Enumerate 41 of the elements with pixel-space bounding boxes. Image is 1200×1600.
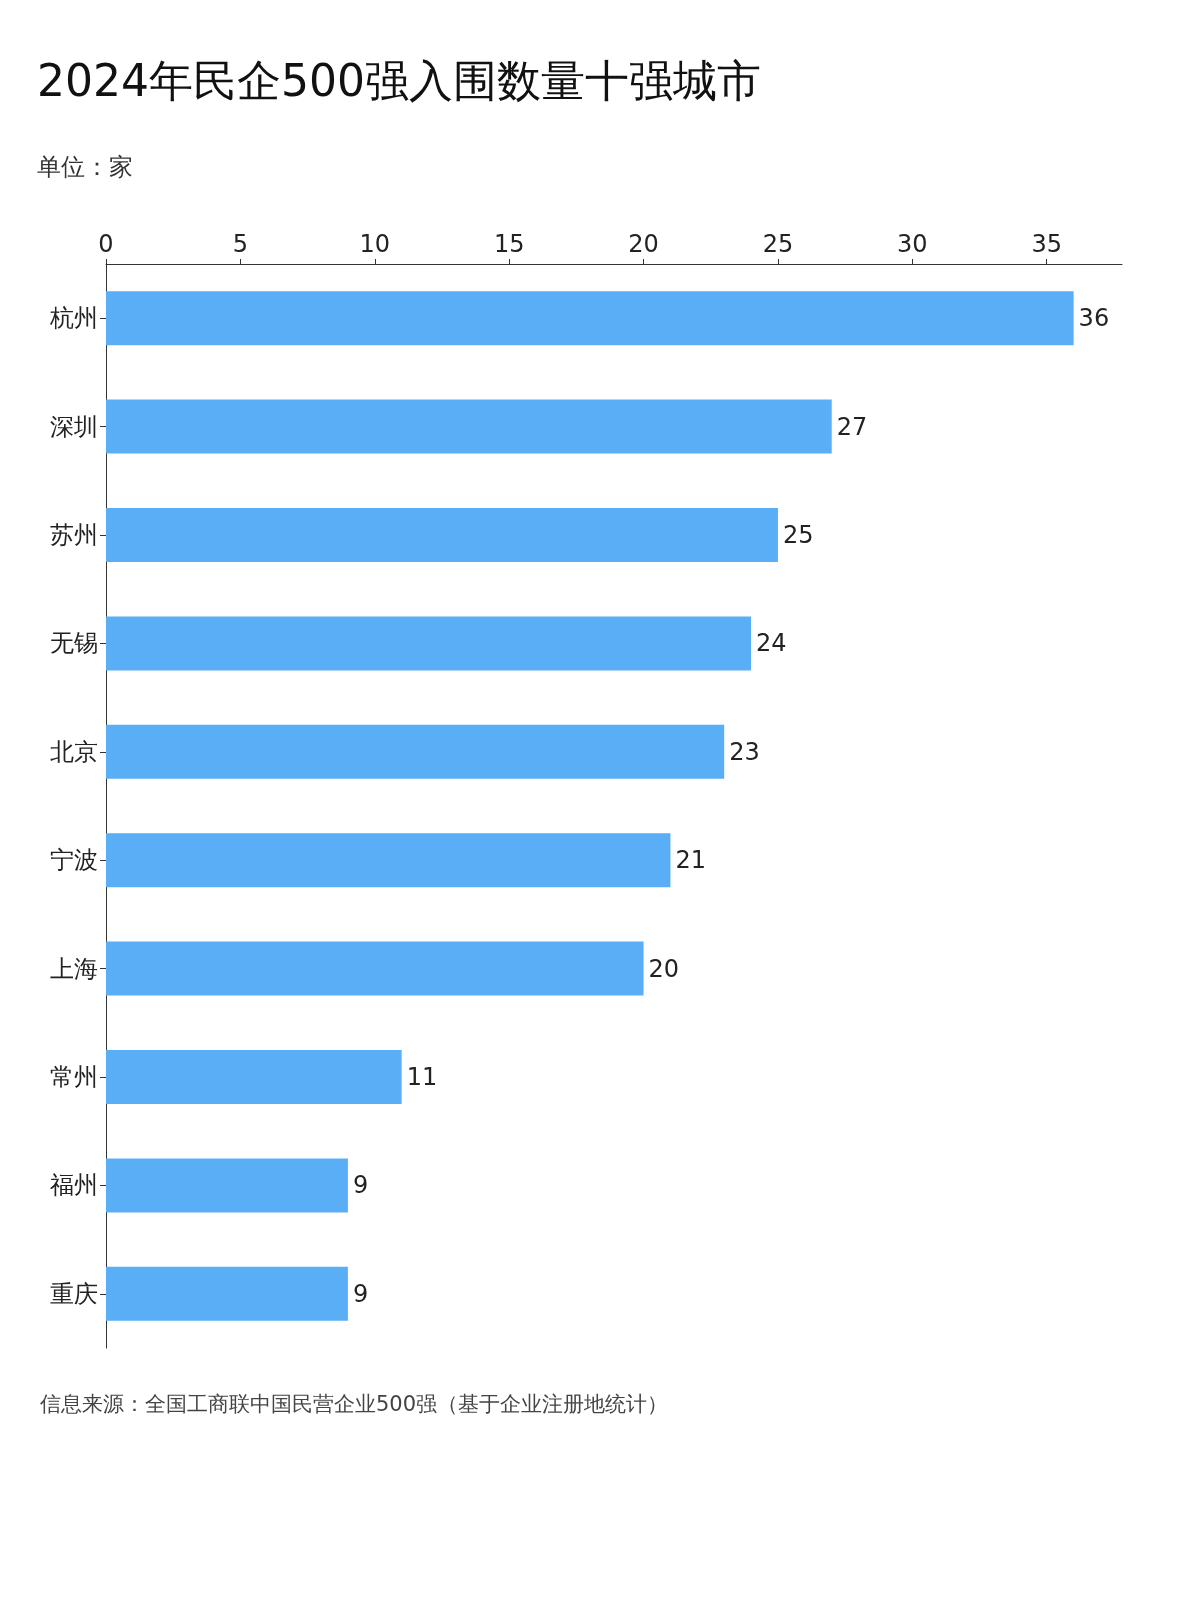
bar [106, 724, 725, 779]
x-tick-label: 0 [98, 230, 114, 258]
x-tick-label: 25 [762, 230, 794, 258]
y-tick-label: 常州 [50, 1063, 98, 1091]
data-label: 24 [756, 629, 787, 658]
y-tick-label: 北京 [50, 737, 98, 766]
x-tick-label: 35 [1031, 230, 1063, 258]
chart-subtitle: 单位：家 [37, 153, 133, 181]
data-label: 25 [782, 521, 814, 549]
y-tick-label: 苏州 [50, 521, 98, 549]
x-tick-label: 30 [897, 230, 928, 258]
data-label: 27 [836, 412, 868, 441]
y-tick-label: 无锡 [50, 629, 98, 658]
y-tick-label: 福州 [50, 1171, 98, 1200]
bar [106, 399, 832, 454]
chart-title: 2024年民企500强入围数量十强城市 [37, 54, 761, 106]
data-label: 36 [1078, 304, 1110, 333]
y-tick-label: 重庆 [50, 1279, 98, 1308]
data-label: 9 [352, 1279, 369, 1308]
bar [106, 291, 1074, 346]
x-tick-label: 20 [628, 230, 659, 258]
bar [106, 1266, 348, 1321]
x-tick-label: 15 [493, 230, 525, 258]
text: 信息来源：全国工商联中国民营企业500强（基于企业注册地统计） [40, 1391, 669, 1416]
bar [106, 508, 778, 562]
data-label: 9 [352, 1171, 369, 1200]
data-label: 20 [648, 954, 680, 983]
bar [106, 941, 644, 996]
y-tick-label: 深圳 [50, 412, 98, 441]
bar [106, 833, 671, 888]
data-label: 11 [406, 1063, 438, 1091]
x-tick-label: 10 [359, 230, 391, 258]
y-tick-label: 杭州 [49, 304, 98, 333]
bar [106, 1158, 348, 1213]
bar [106, 1050, 402, 1104]
y-tick-label: 上海 [50, 954, 98, 983]
data-label: 23 [729, 737, 760, 766]
data-label: 21 [675, 846, 706, 875]
bar [106, 616, 752, 671]
x-tick-label: 5 [232, 230, 249, 258]
y-tick-label: 宁波 [50, 846, 98, 875]
